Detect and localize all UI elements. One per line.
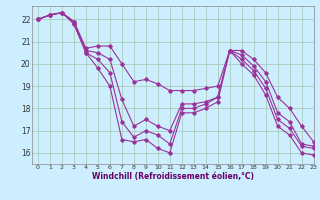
- X-axis label: Windchill (Refroidissement éolien,°C): Windchill (Refroidissement éolien,°C): [92, 172, 254, 181]
